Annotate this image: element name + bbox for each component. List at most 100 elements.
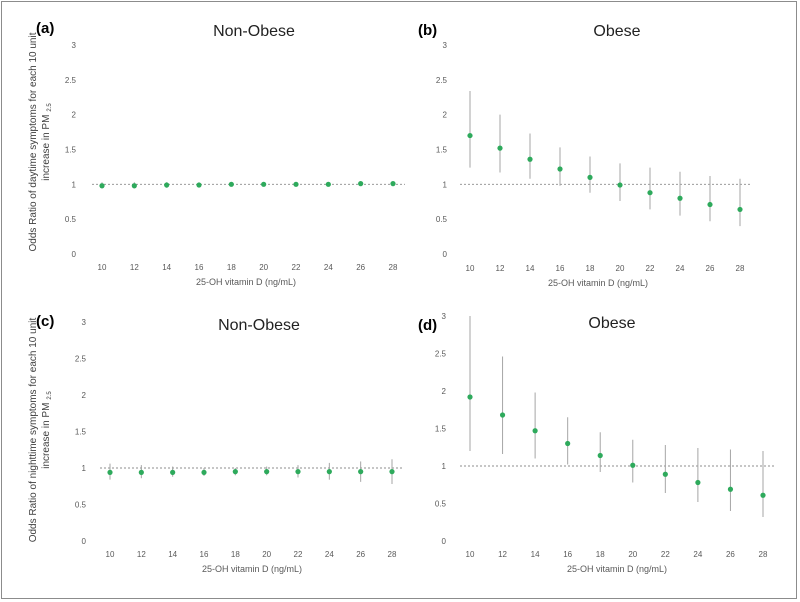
data-point-b [677,195,683,201]
y-label-top-subscript: 2.5 [47,103,53,112]
data-point-c [326,469,332,475]
x-tick-label-d: 10 [466,550,475,559]
y-tick-label-b: 2.5 [436,76,448,85]
data-point-b [737,206,743,213]
y-label-bottom-line1: Odds Ratio of nighttime symptoms for eac… [28,318,39,543]
y-tick-label-c: 0.5 [75,501,87,510]
y-label-bottom-line2: increase in PM 2.5 [41,391,53,469]
x-tick-label-b: 16 [556,264,565,273]
y-label-top-line2: increase in PM 2.5 [41,103,53,181]
x-tick-label-d: 18 [596,550,605,559]
x-tick-label-d: 22 [661,550,670,559]
x-tick-label-b: 28 [736,264,745,273]
data-point-a [358,181,364,187]
x-tick-label-c: 26 [356,550,365,559]
x-tick-label-d: 28 [759,550,768,559]
x-tick-label-d: 24 [693,550,702,559]
x-tick-label-a: 22 [292,263,301,272]
data-point-d [597,452,603,459]
x-tick-label-b: 18 [586,264,595,273]
data-point-d [727,486,734,492]
data-point-b [497,145,503,151]
panel-a: (a) Non-Obese 25-OH vitamin D (ng/mL) 00… [36,20,405,287]
y-label-bottom: Odds Ratio of nighttime symptoms for eac… [28,318,53,543]
data-point-a [325,181,331,187]
y-tick-label-b: 2 [443,111,448,120]
x-tick-label-c: 10 [106,550,115,559]
x-tick-label-c: 14 [168,550,177,559]
y-tick-label-c: 3 [82,318,87,327]
data-point-a [293,181,299,187]
x-tick-label-c: 12 [137,550,146,559]
panel-label-b: (b) [418,22,437,39]
x-tick-label-a: 26 [356,263,365,272]
y-tick-label-d: 0.5 [435,500,447,509]
x-axis-label-b: 25-OH vitamin D (ng/mL) [548,278,648,288]
y-tick-label-a: 2.5 [65,76,77,85]
data-point-a [131,183,137,189]
data-point-c [170,469,176,475]
y-label-bottom-main: increase in PM [41,403,52,469]
x-tick-label-d: 16 [563,550,572,559]
y-tick-label-b: 3 [443,41,448,50]
y-tick-label-a: 1.5 [65,146,77,155]
data-point-d [630,462,636,468]
x-tick-label-d: 20 [628,550,637,559]
panel-c: (c) Non-Obese 25-OH vitamin D (ng/mL) 00… [36,313,404,574]
y-tick-label-d: 3 [442,312,447,321]
x-axis-label-d: 25-OH vitamin D (ng/mL) [567,564,667,574]
x-tick-label-c: 16 [200,550,209,559]
y-tick-label-a: 1 [72,180,77,189]
y-tick-label-c: 1.5 [75,428,87,437]
panel-label-d: (d) [418,317,437,334]
x-tick-label-b: 10 [466,264,475,273]
data-point-a [228,181,234,187]
data-point-a [261,181,267,187]
y-tick-label-c: 2.5 [75,355,87,364]
data-point-d [467,394,473,400]
y-tick-label-d: 0 [442,537,447,546]
data-point-d [499,412,506,418]
panel-d: (d) Obese 25-OH vitamin D (ng/mL) 0 0.5 1 1… [418,312,775,574]
panel-title-b: Obese [593,23,640,40]
data-point-c [264,469,270,475]
data-point-a [164,182,170,188]
x-tick-label-b: 26 [706,264,715,273]
x-axis-label-c: 25-OH vitamin D (ng/mL) [202,564,302,574]
data-point-d [565,440,571,447]
data-point-b [557,166,563,172]
y-tick-label-b: 1.5 [436,146,448,155]
x-axis-label-a: 25-OH vitamin D (ng/mL) [196,277,296,287]
data-point-b [617,182,623,188]
x-tick-label-a: 28 [389,263,398,272]
data-point-a [390,181,396,187]
y-tick-label-d: 1 [442,462,447,471]
y-tick-label-a: 0.5 [65,215,77,224]
y-tick-label-b: 0.5 [436,215,448,224]
x-tick-label-d: 12 [498,550,507,559]
y-tick-label-c: 1 [82,464,87,473]
x-tick-label-c: 18 [231,550,240,559]
y-label-top: Odds Ratio of daytime symptoms for each … [28,32,53,251]
data-point-b [527,156,533,162]
plot-area-c: 0 0.5 1 1.5 2 2.5 3 10 12 14 16 18 20 22 24 26 28 [75,318,404,559]
x-tick-label-a: 20 [259,263,268,272]
data-point-b [707,201,713,208]
x-tick-label-a: 10 [98,263,107,272]
y-tick-label-d: 2 [442,387,447,396]
data-point-d [532,428,538,434]
x-tick-label-b: 20 [616,264,625,273]
y-label-top-line1: Odds Ratio of daytime symptoms for each … [28,32,39,251]
y-label-top-main: increase in PM [41,115,52,181]
y-tick-label-d: 1.5 [435,425,447,434]
x-tick-label-b: 22 [646,264,655,273]
x-tick-label-a: 24 [324,263,333,272]
y-tick-label-c: 0 [82,537,87,546]
y-tick-label-a: 3 [72,41,77,50]
panel-title-c: Non-Obese [218,317,300,334]
data-point-c [107,469,113,475]
x-tick-label-c: 24 [325,550,334,559]
data-point-a [196,182,202,188]
data-point-b [467,132,473,139]
